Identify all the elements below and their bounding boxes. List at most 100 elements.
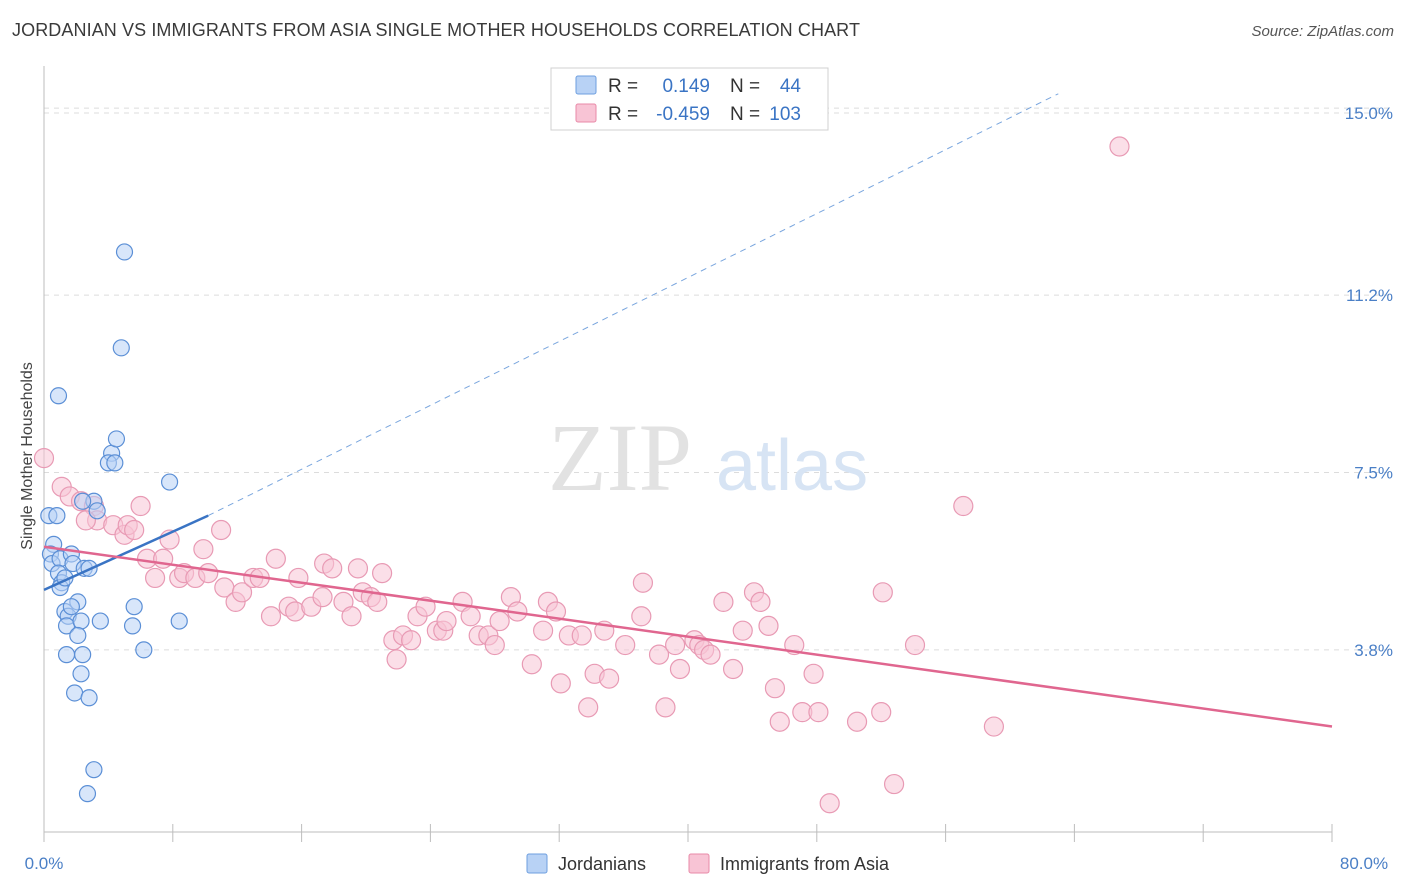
data-point	[578, 697, 599, 718]
trend-line-asia	[43, 545, 1333, 728]
data-point	[722, 658, 744, 680]
series-legend: Jordanians Immigrants from Asia	[526, 853, 890, 874]
data-point	[372, 563, 393, 584]
stats-swatch-asia	[575, 103, 597, 123]
data-point	[211, 519, 232, 541]
y-axis-label: Single Mother Households	[19, 362, 36, 550]
data-point	[599, 668, 620, 689]
x-tick-label-max: 80.0%	[1340, 854, 1388, 873]
data-point	[983, 716, 1005, 737]
data-point	[713, 591, 734, 613]
data-point	[764, 678, 786, 699]
data-point	[550, 673, 571, 694]
data-point	[115, 243, 134, 261]
data-point	[571, 625, 592, 646]
data-point	[62, 598, 80, 616]
data-point	[112, 339, 130, 357]
data-point	[135, 641, 153, 659]
data-point	[700, 644, 721, 665]
data-point	[49, 387, 68, 405]
data-point	[872, 582, 893, 603]
data-point	[72, 612, 90, 630]
data-point	[341, 606, 362, 627]
stats-r-label-2: R =	[608, 104, 638, 125]
data-point	[265, 548, 286, 569]
data-point	[312, 587, 333, 608]
series-immigrants-from-asia-points	[33, 136, 1130, 814]
y-tick-label: 15.0%	[1345, 104, 1393, 123]
legend-label-asia: Immigrants from Asia	[720, 854, 890, 874]
data-point	[665, 634, 686, 656]
data-point	[484, 634, 505, 656]
data-point	[953, 495, 974, 517]
data-point	[631, 606, 652, 627]
data-point	[125, 598, 143, 616]
watermark: ZIP atlas	[548, 404, 868, 511]
stats-swatch-jordanians	[575, 75, 597, 95]
data-point	[72, 665, 90, 683]
stats-r-value-2: -0.459	[656, 104, 710, 125]
x-ticks	[43, 824, 1333, 842]
data-point	[655, 697, 676, 718]
y-tick-label: 7.5%	[1354, 463, 1393, 482]
stats-n-value-2: 103	[769, 104, 801, 125]
stats-n-value-1: 44	[780, 76, 802, 97]
gridlines	[44, 107, 1392, 651]
watermark-zip: ZIP	[548, 404, 692, 511]
stats-n-label-2: N =	[730, 104, 760, 125]
data-point	[107, 430, 126, 448]
data-point	[769, 711, 790, 732]
data-point	[400, 630, 422, 651]
data-point	[170, 612, 188, 630]
data-point	[74, 646, 92, 664]
data-point	[648, 644, 670, 665]
data-point	[57, 646, 76, 664]
data-point	[123, 617, 142, 635]
data-point	[106, 454, 124, 472]
data-point	[193, 539, 214, 560]
data-point	[669, 658, 691, 680]
data-point	[144, 567, 166, 589]
data-point	[732, 620, 753, 641]
data-point	[846, 711, 868, 732]
data-point	[489, 610, 510, 632]
data-point	[80, 689, 98, 707]
data-point	[85, 761, 103, 779]
data-point	[436, 610, 457, 632]
data-point	[521, 654, 542, 675]
data-point	[545, 601, 567, 622]
y-tick-label: 3.8%	[1354, 641, 1393, 660]
data-point	[758, 615, 779, 636]
data-point	[904, 634, 926, 656]
data-point	[803, 663, 824, 684]
stats-r-label-1: R =	[608, 76, 638, 97]
watermark-atlas: atlas	[716, 426, 868, 506]
data-point	[322, 558, 343, 579]
trend-line-jordanians	[43, 514, 209, 592]
data-point	[532, 620, 554, 641]
source-credit: Source: ZipAtlas.com	[1251, 23, 1394, 40]
data-point	[88, 502, 106, 520]
data-point	[386, 649, 407, 670]
legend-swatch-jordanians	[526, 853, 548, 874]
data-point	[130, 495, 151, 517]
data-point	[819, 793, 840, 814]
data-point	[260, 606, 282, 627]
data-point	[124, 519, 145, 541]
trend-line-jordanians-extension	[207, 93, 1059, 517]
chart-title: JORDANIAN VS IMMIGRANTS FROM ASIA SINGLE…	[12, 20, 861, 40]
data-point	[808, 702, 829, 723]
data-point	[160, 473, 179, 491]
data-point	[460, 606, 481, 627]
series-jordanians-points	[40, 243, 188, 803]
data-point	[78, 785, 97, 803]
legend-label-jordanians: Jordanians	[558, 854, 646, 874]
legend-swatch-asia	[688, 853, 710, 874]
data-point	[750, 591, 771, 613]
data-point	[871, 702, 892, 723]
data-point	[231, 582, 253, 603]
stats-legend-box: R = 0.149 N = 44 R = -0.459 N = 103	[550, 67, 829, 131]
data-point	[347, 558, 369, 579]
data-point	[48, 507, 66, 525]
